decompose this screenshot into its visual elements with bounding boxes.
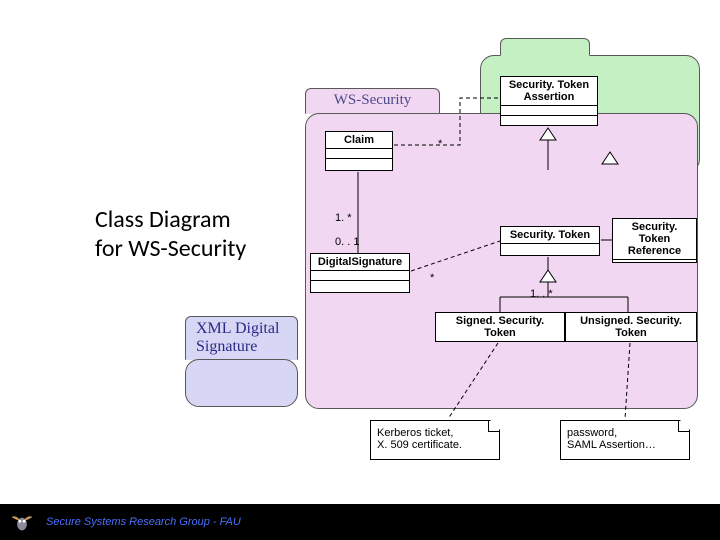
slide-title: Class Diagram for WS-Security xyxy=(95,205,246,263)
owl-logo-icon xyxy=(8,511,36,533)
mult-star2: * xyxy=(430,272,434,284)
package-xml-dsig-tab: XML Digital Signature xyxy=(185,316,298,360)
class-sectoken-name: Security. Token xyxy=(501,227,599,244)
xml-dsig-label1: XML Digital xyxy=(196,320,287,338)
title-line2: for WS-Security xyxy=(95,234,246,263)
mult-zero-one: 0. . 1 xyxy=(335,236,359,248)
class-assertion-name: Security. Token Assertion xyxy=(501,77,597,106)
class-claim: Claim xyxy=(325,131,393,171)
class-signed-name: Signed. Security. Token xyxy=(436,313,564,342)
xml-dsig-label2: Signature xyxy=(196,338,287,356)
package-ws-security-tab: WS-Security xyxy=(305,88,440,114)
class-assertion: Security. Token Assertion xyxy=(500,76,598,126)
class-claim-name: Claim xyxy=(326,132,392,149)
class-security-token: Security. Token xyxy=(500,226,600,256)
class-signed-token: Signed. Security. Token xyxy=(435,312,565,342)
mult-one-star: 1. * xyxy=(335,212,352,224)
footer-bar: Secure Systems Research Group - FAU xyxy=(0,504,720,540)
mult-star1: * xyxy=(438,138,442,150)
ws-security-tab-label: WS-Security xyxy=(334,92,411,108)
class-unsigned-name: Unsigned. Security. Token xyxy=(566,313,696,342)
mult-one-star2: 1. . * xyxy=(530,288,553,300)
class-security-token-ref: Security. Token Reference xyxy=(612,218,697,263)
package-xml-dsig xyxy=(185,359,298,407)
title-line1: Class Diagram xyxy=(95,205,246,234)
footer-text: Secure Systems Research Group - FAU xyxy=(46,516,241,528)
note-password: password, SAML Assertion… xyxy=(560,420,690,460)
class-digital-signature: DigitalSignature xyxy=(310,253,410,293)
class-unsigned-token: Unsigned. Security. Token xyxy=(565,312,697,342)
note-kerberos: Kerberos ticket, X. 509 certificate. xyxy=(370,420,500,460)
class-claim-attr xyxy=(326,149,392,159)
class-dsig-name: DigitalSignature xyxy=(311,254,409,271)
class-claim-op xyxy=(326,159,392,169)
package-ws-policy-tab xyxy=(500,38,590,56)
